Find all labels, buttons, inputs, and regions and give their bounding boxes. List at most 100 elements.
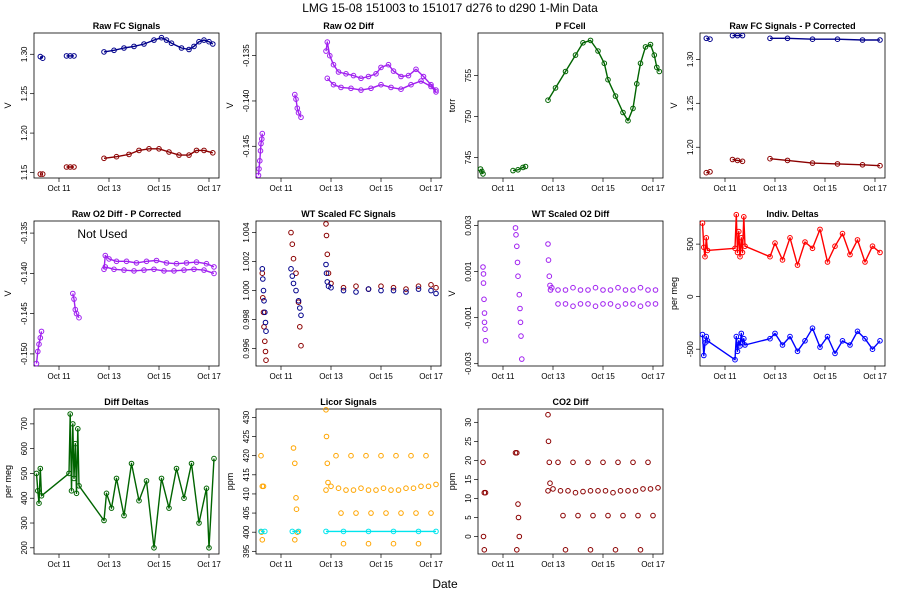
data-point xyxy=(211,455,217,462)
data-point xyxy=(652,301,659,307)
y-axis-label: V xyxy=(3,102,13,108)
data-point xyxy=(166,505,172,511)
data-point xyxy=(632,488,639,494)
data-point xyxy=(373,487,379,493)
data-point xyxy=(38,328,45,335)
series-line xyxy=(706,158,881,174)
series-line xyxy=(105,266,215,275)
data-point xyxy=(365,286,372,292)
data-point xyxy=(585,287,591,293)
data-point xyxy=(512,225,519,231)
data-point xyxy=(480,533,487,540)
data-point xyxy=(259,136,265,142)
data-point xyxy=(398,73,404,80)
data-point xyxy=(136,147,142,154)
data-point xyxy=(256,166,262,172)
y-tick-label: -0.003 xyxy=(464,352,473,375)
chart-panel-3: P FCell Oct 11 Oct 13 Oct 15 Oct 17 745 750 755… xyxy=(447,21,665,193)
x-tick-label: Oct 17 xyxy=(419,184,443,193)
data-point xyxy=(156,146,162,152)
series-1 xyxy=(480,411,661,553)
data-point xyxy=(131,43,137,50)
data-point xyxy=(383,510,389,516)
panel-frame xyxy=(255,32,442,179)
data-point xyxy=(620,512,626,519)
data-point xyxy=(802,338,808,344)
data-point xyxy=(772,330,778,337)
data-point xyxy=(707,36,713,43)
data-point xyxy=(292,460,298,467)
series-1 xyxy=(477,37,663,177)
data-point xyxy=(390,528,397,535)
data-point xyxy=(353,289,359,295)
data-point xyxy=(732,356,738,363)
data-point xyxy=(211,264,217,270)
data-point xyxy=(353,283,359,290)
series-1 xyxy=(255,39,439,179)
panel-frame xyxy=(477,408,664,555)
x-tick-label: Oct 13 xyxy=(541,184,565,193)
data-point xyxy=(335,485,342,492)
data-point xyxy=(390,540,397,547)
data-point xyxy=(787,235,793,241)
data-point xyxy=(173,465,180,472)
x-tick-label: Oct 17 xyxy=(641,372,665,381)
data-point xyxy=(327,52,333,59)
data-point xyxy=(36,500,42,507)
data-point xyxy=(353,510,359,516)
data-point xyxy=(779,342,786,348)
x-tick-label: Oct 11 xyxy=(270,560,294,569)
data-point xyxy=(288,266,294,272)
data-point xyxy=(515,514,522,521)
data-point xyxy=(259,266,266,272)
data-point xyxy=(403,286,409,292)
data-point xyxy=(809,36,816,43)
data-point xyxy=(33,360,40,367)
data-point xyxy=(704,247,711,254)
data-point xyxy=(259,537,266,543)
y-tick-label: 0.003 xyxy=(464,215,473,236)
y-tick-label: 300 xyxy=(20,516,29,530)
data-point xyxy=(877,37,883,43)
data-point xyxy=(630,287,636,293)
data-point xyxy=(515,167,521,173)
x-tick-label: Oct 15 xyxy=(591,184,615,193)
data-point xyxy=(68,488,75,494)
data-point xyxy=(390,68,397,74)
data-point xyxy=(131,268,137,274)
y-tick-label: 1.002 xyxy=(242,251,251,272)
data-point xyxy=(607,287,614,293)
data-point xyxy=(76,314,82,321)
data-point xyxy=(333,452,339,459)
data-point xyxy=(323,232,330,239)
data-point xyxy=(121,512,127,519)
y-axis-label: per meg xyxy=(669,277,679,310)
y-tick-label: 0 xyxy=(686,294,695,299)
data-point xyxy=(408,81,414,88)
data-point xyxy=(128,460,135,467)
data-point xyxy=(324,75,331,82)
data-point xyxy=(562,287,569,293)
data-point xyxy=(141,267,147,273)
data-point xyxy=(292,537,298,543)
data-point xyxy=(545,97,551,103)
data-point xyxy=(146,146,152,152)
data-point xyxy=(136,497,142,504)
data-point xyxy=(425,483,432,490)
x-tick-label: Oct 13 xyxy=(97,372,121,381)
data-point xyxy=(428,282,434,288)
x-tick-label: Oct 11 xyxy=(48,560,72,569)
data-point xyxy=(191,43,197,50)
data-point xyxy=(862,259,868,265)
data-point xyxy=(293,270,299,277)
data-point xyxy=(513,232,519,238)
chart-panel-9: Diff Deltas Oct 11 Oct 13 Oct 15 Oct 17 200 30… xyxy=(3,397,221,569)
data-point xyxy=(358,87,364,93)
y-tick-label: 15 xyxy=(464,474,473,483)
data-point xyxy=(587,547,594,553)
x-tick-label: Oct 15 xyxy=(147,560,171,569)
data-point xyxy=(733,211,740,218)
data-point xyxy=(869,243,876,249)
data-point xyxy=(839,230,846,237)
data-point xyxy=(612,93,619,99)
